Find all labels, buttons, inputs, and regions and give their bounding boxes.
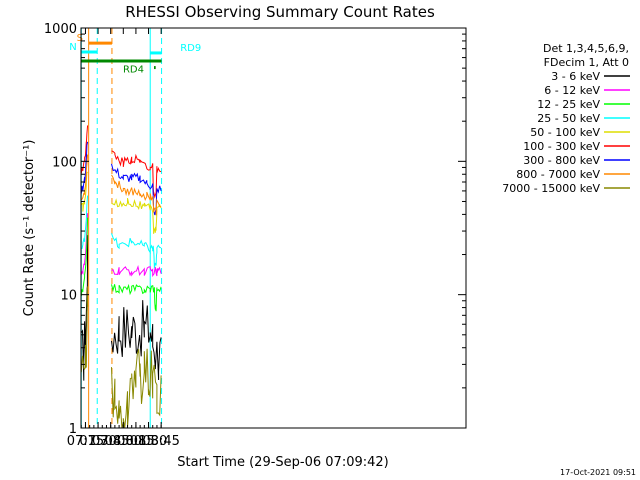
y-tick-label-1: 10	[60, 289, 77, 304]
flag-label-3: RD9	[180, 43, 201, 54]
flag-label-1: N	[69, 42, 76, 53]
series-line-1	[80, 213, 162, 278]
legend-label-6: 300 - 800 keV	[523, 154, 600, 167]
legend-label-5: 100 - 300 keV	[523, 140, 600, 153]
series-line-3	[81, 195, 162, 269]
y-axis-ticks: 1 10 100 1000	[44, 22, 466, 437]
y-axis-label: Count Rate (s⁻¹ detector⁻¹)	[22, 140, 37, 317]
legend-label-0: 3 - 6 keV	[551, 70, 600, 83]
footer-timestamp: 17-Oct-2021 09:51	[560, 468, 636, 477]
flag-bars: SN RD9 RD4	[69, 33, 201, 75]
legend: Det 1,3,4,5,6,9,FDecim 1, Att 03 - 6 keV…	[502, 42, 630, 195]
flag-label-0: S	[77, 33, 83, 44]
flag-label-4: RD4	[123, 65, 144, 76]
legend-label-7: 800 - 7000 keV	[516, 168, 600, 181]
legend-label-1: 6 - 12 keV	[544, 84, 600, 97]
y-tick-label-3: 1000	[44, 22, 77, 37]
legend-label-3: 25 - 50 keV	[537, 112, 600, 125]
plot-frame	[80, 27, 467, 429]
x-tick-label-1: 07:30	[79, 434, 116, 449]
legend-header-0: Det 1,3,4,5,6,9,	[543, 42, 629, 55]
x-axis-label: Start Time (29-Sep-06 07:09:42)	[177, 455, 388, 470]
x-tick-label-4: 08:15	[117, 434, 154, 449]
x-tick-label-3: 08:00	[105, 434, 142, 449]
series-line-2	[80, 217, 162, 312]
series-line-5	[80, 125, 162, 199]
chart-title: RHESSI Observing Summary Count Rates	[125, 3, 435, 21]
x-tick-label-5: 08:30	[130, 434, 167, 449]
legend-label-8: 7000 - 15000 keV	[502, 182, 600, 195]
legend-header-1: FDecim 1, Att 0	[544, 56, 629, 69]
y-tick-label-0: 1	[69, 422, 77, 437]
x-tick-label-2: 07:45	[92, 434, 129, 449]
series-lines	[80, 125, 162, 429]
y-tick-label-2: 100	[52, 155, 77, 170]
x-tick-label-0: 07:15	[67, 434, 104, 449]
series-line-6	[80, 141, 162, 216]
legend-label-4: 50 - 100 keV	[530, 126, 600, 139]
legend-label-2: 12 - 25 keV	[537, 98, 600, 111]
x-tick-label-6: 08:45	[142, 434, 179, 449]
